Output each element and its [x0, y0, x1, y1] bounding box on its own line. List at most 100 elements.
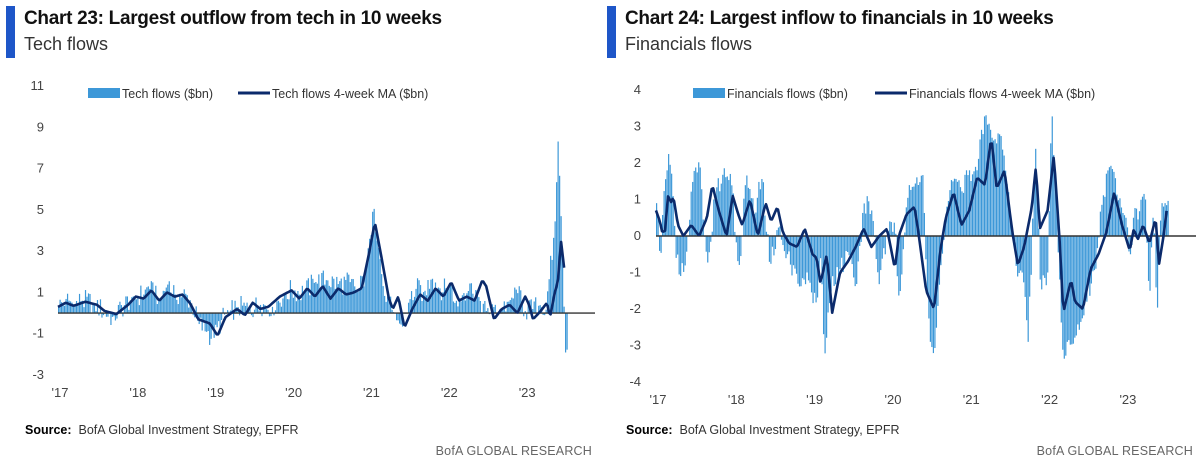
flow-bar: [228, 311, 230, 314]
x-tick-label: '22: [441, 385, 458, 400]
flow-bar: [186, 295, 188, 314]
flow-bar: [968, 170, 971, 236]
flow-bar: [324, 284, 326, 314]
flow-bar: [140, 285, 142, 314]
flow-bar: [307, 278, 309, 314]
flow-bar: [322, 270, 324, 314]
flow-bar: [249, 308, 251, 314]
flow-bar: [515, 289, 517, 314]
flow-bar: [125, 296, 127, 314]
flow-bar: [1047, 236, 1049, 273]
flow-bar: [530, 299, 532, 314]
flow-bar: [698, 162, 700, 236]
flow-bar: [138, 305, 140, 314]
flow-bar: [713, 199, 715, 236]
flow-bar: [657, 215, 659, 236]
flow-bar: [122, 313, 124, 317]
y-tick-label: -4: [629, 374, 641, 389]
flow-bar: [167, 284, 169, 314]
flow-bar: [229, 310, 232, 314]
flow-bar: [911, 186, 913, 236]
flow-bar: [129, 300, 131, 314]
flow-bar: [973, 171, 975, 236]
flow-bar: [357, 292, 359, 314]
flow-bar: [1054, 175, 1056, 236]
flow-bar: [929, 236, 931, 342]
flow-bar: [419, 285, 422, 314]
flow-bar: [672, 196, 674, 236]
flow-bar: [804, 236, 807, 285]
flow-bar: [847, 236, 849, 252]
y-tick-label: 3: [37, 243, 44, 258]
flow-bar: [241, 305, 244, 314]
flow-bar: [890, 222, 892, 236]
flow-bar: [221, 313, 223, 320]
flow-bar: [1104, 196, 1106, 236]
flow-bar: [711, 231, 713, 236]
flow-bar: [1096, 236, 1098, 249]
flow-bar: [449, 282, 452, 314]
flow-bar: [542, 313, 544, 315]
flow-bar: [1141, 196, 1144, 236]
flow-bar: [62, 303, 64, 314]
flow-bar: [798, 236, 801, 287]
flow-bar: [520, 290, 522, 314]
flow-bar: [932, 236, 935, 354]
flow-bar: [856, 236, 858, 285]
flow-bar: [304, 290, 306, 314]
flow-bar: [288, 299, 290, 314]
flow-bar: [550, 255, 552, 314]
flow-bar: [77, 305, 79, 314]
flow-bar: [1066, 236, 1068, 342]
x-tick-label: '18: [728, 392, 745, 407]
chart-subtitle: Tech flows: [24, 34, 109, 54]
flow-bar: [83, 307, 85, 314]
flow-bar: [877, 236, 879, 273]
flow-bar: [560, 216, 562, 314]
flow-bar: [999, 134, 1001, 236]
flow-bar: [1087, 236, 1089, 285]
flow-bar: [384, 295, 386, 314]
flow-bar: [527, 305, 529, 314]
flow-bar: [478, 297, 480, 314]
flow-bar: [656, 203, 658, 236]
flow-bar: [137, 295, 139, 314]
flow-bar: [153, 294, 155, 314]
flow-bar: [321, 273, 323, 314]
brand-label: BofA GLOBAL RESEARCH: [1036, 444, 1193, 458]
flow-bar: [1153, 233, 1156, 236]
flow-bar: [309, 295, 311, 314]
chart-title: Chart 24: Largest inflow to financials i…: [625, 8, 1054, 29]
flow-bar: [69, 301, 72, 314]
flow-bar: [758, 181, 760, 236]
flow-bar: [1159, 220, 1162, 236]
flow-bar: [185, 293, 187, 314]
flow-bar: [466, 293, 468, 314]
flow-bar: [427, 280, 429, 314]
flow-bar: [893, 222, 895, 236]
flow-bar: [1044, 236, 1046, 278]
flow-bar: [240, 296, 242, 314]
flow-bar: [720, 183, 722, 236]
flow-bar: [463, 293, 465, 314]
flow-bar: [131, 297, 133, 314]
flow-bar: [949, 190, 951, 236]
flow-bar: [162, 290, 164, 314]
flow-bar: [369, 238, 371, 314]
flow-bar: [557, 141, 559, 314]
flow-bar: [813, 236, 816, 293]
flow-bar: [708, 236, 710, 253]
flow-bar: [434, 282, 437, 314]
flow-bar: [809, 236, 811, 283]
x-tick-label: '18: [129, 385, 146, 400]
flow-bar: [264, 305, 266, 314]
flow-bar: [533, 301, 535, 314]
flow-bar: [860, 236, 862, 242]
flow-bar: [487, 308, 489, 314]
flow-bar: [274, 310, 277, 314]
flow-bar: [306, 280, 308, 314]
flow-bar: [786, 236, 789, 255]
flow-bar: [345, 279, 347, 314]
flow-bar: [1134, 208, 1136, 236]
flow-bar: [826, 236, 828, 338]
